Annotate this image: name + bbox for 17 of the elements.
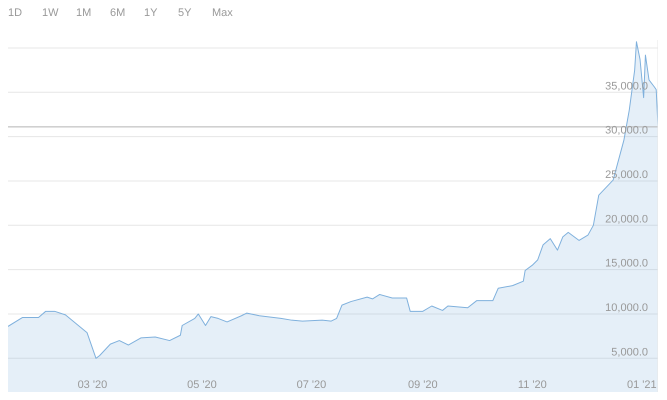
x-tick-label: 01 '21 [627, 379, 657, 391]
y-tick-label: 20,000.0 [605, 213, 648, 226]
text: 1Y [144, 7, 158, 19]
text: 1M [76, 7, 92, 19]
y-tick-label: 10,000.0 [605, 302, 648, 314]
text: 6M [110, 7, 126, 19]
x-tick-label: 03 '20 [78, 379, 108, 391]
y-tick-label: 15,000.0 [605, 258, 648, 270]
text: 1W [42, 7, 60, 19]
text: Max [212, 7, 234, 19]
x-tick-label: 05 '20 [187, 379, 217, 391]
text: 1D [8, 7, 24, 19]
x-tick-label: 11 '20 [518, 379, 547, 391]
text: 5Y [178, 7, 192, 19]
y-tick-label: 5,000.0 [611, 346, 648, 358]
x-tick-label: 07 '20 [296, 379, 326, 391]
x-tick-label: 09 '20 [408, 379, 438, 391]
